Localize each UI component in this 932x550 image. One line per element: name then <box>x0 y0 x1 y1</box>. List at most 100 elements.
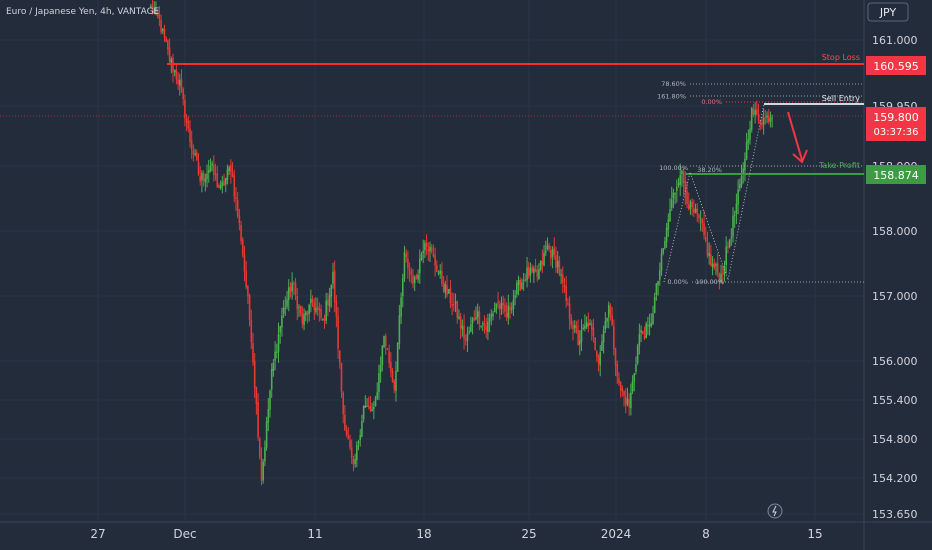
time-tick-label: 11 <box>307 527 322 541</box>
candle-up <box>357 441 360 444</box>
candle-down <box>213 164 215 175</box>
time-tick-label: Dec <box>173 527 196 541</box>
candle-up <box>281 315 283 328</box>
candle-up <box>418 258 421 274</box>
candle-up <box>633 373 636 382</box>
candle-down <box>223 180 225 186</box>
currency-button[interactable]: JPY <box>867 2 909 22</box>
time-axis-ticks[interactable]: 27 Dec 11 18 25 2024 8 15 <box>90 527 822 541</box>
candle-down <box>519 279 522 291</box>
candle-up <box>362 406 365 420</box>
time-tick-label: 15 <box>807 527 822 541</box>
candle-down <box>718 272 721 282</box>
candle-down <box>757 114 760 121</box>
candle-up <box>420 254 423 260</box>
candle-up <box>750 107 753 130</box>
candle-up <box>708 252 710 257</box>
candle-down <box>236 199 239 216</box>
candle-up <box>560 274 562 276</box>
candle-up <box>631 380 634 392</box>
candle-down <box>727 245 729 248</box>
candle-down <box>168 47 171 62</box>
candle-up <box>715 264 717 266</box>
candle-down <box>425 242 428 248</box>
candle-down <box>337 316 339 349</box>
candle-up <box>769 118 772 122</box>
candle-down <box>340 363 343 392</box>
candle-down <box>156 10 159 17</box>
candle-down <box>250 320 253 342</box>
candle-down <box>619 381 622 391</box>
candle-down <box>436 265 438 272</box>
candle-down <box>405 253 407 258</box>
candle-up <box>461 326 464 330</box>
candle-up <box>754 110 756 116</box>
sell-entry-label: Sell Entry <box>822 94 861 103</box>
candle-up <box>359 435 362 441</box>
candle-down <box>706 242 709 256</box>
candle-up <box>739 184 741 189</box>
fib-left-0-label: 0.00% <box>667 278 688 286</box>
candle-up <box>676 186 678 191</box>
price-axis-panel[interactable] <box>864 0 932 522</box>
price-tick-label: 155.400 <box>872 394 918 407</box>
candle-up <box>665 228 668 243</box>
candle-up <box>645 323 647 339</box>
time-tick-label: 25 <box>521 527 536 541</box>
candle-down <box>577 330 579 345</box>
current-price-tag <box>866 107 926 141</box>
candle-up <box>155 9 157 11</box>
candle-down <box>451 304 453 307</box>
candle-up <box>274 351 276 361</box>
candle-up <box>662 248 665 254</box>
candle-down <box>592 327 595 337</box>
candle-up <box>681 170 683 175</box>
candle-up <box>379 365 382 373</box>
currency-button-frame[interactable] <box>867 2 909 22</box>
candle-up <box>669 209 671 222</box>
candle-up <box>500 302 503 309</box>
candle-up <box>417 274 419 280</box>
candle-up <box>376 392 379 399</box>
candle-up <box>670 199 673 208</box>
candle-up <box>272 362 275 371</box>
candle-down <box>691 201 693 207</box>
candle-up <box>584 325 586 329</box>
candle-down <box>199 176 202 182</box>
currency-button-label[interactable]: JPY <box>879 6 897 19</box>
candle-down <box>456 301 459 318</box>
candle-down <box>241 239 244 256</box>
candle-up <box>219 185 222 189</box>
candle-down <box>502 303 505 306</box>
candle-down <box>553 247 556 255</box>
candle-down <box>163 29 166 38</box>
candle-down <box>427 249 430 252</box>
candle-up <box>512 299 515 309</box>
candle-down <box>504 304 506 312</box>
flash-icon[interactable] <box>767 503 783 519</box>
candle-down <box>238 215 241 224</box>
candle-down <box>160 19 162 32</box>
sell-arrow-head <box>792 149 808 164</box>
candle-up <box>429 246 431 252</box>
candle-up <box>298 307 300 309</box>
candle-up <box>589 323 591 326</box>
candle-down <box>624 396 627 406</box>
candle-up <box>747 139 750 143</box>
candle-up <box>579 340 581 345</box>
take-profit-label: Take Profit <box>818 161 860 170</box>
candle-up <box>580 329 583 342</box>
candle-down <box>696 208 699 215</box>
candle-down <box>196 152 198 161</box>
candle-up <box>284 307 287 309</box>
candle-down <box>214 173 217 175</box>
candle-up <box>660 253 663 271</box>
candle-down <box>698 214 700 218</box>
candle-up <box>730 237 733 239</box>
candle-down <box>338 350 341 364</box>
candle-down <box>594 337 596 350</box>
candle-down <box>434 255 436 266</box>
flash-icon-circle[interactable] <box>767 503 783 519</box>
candle-up <box>403 252 406 279</box>
